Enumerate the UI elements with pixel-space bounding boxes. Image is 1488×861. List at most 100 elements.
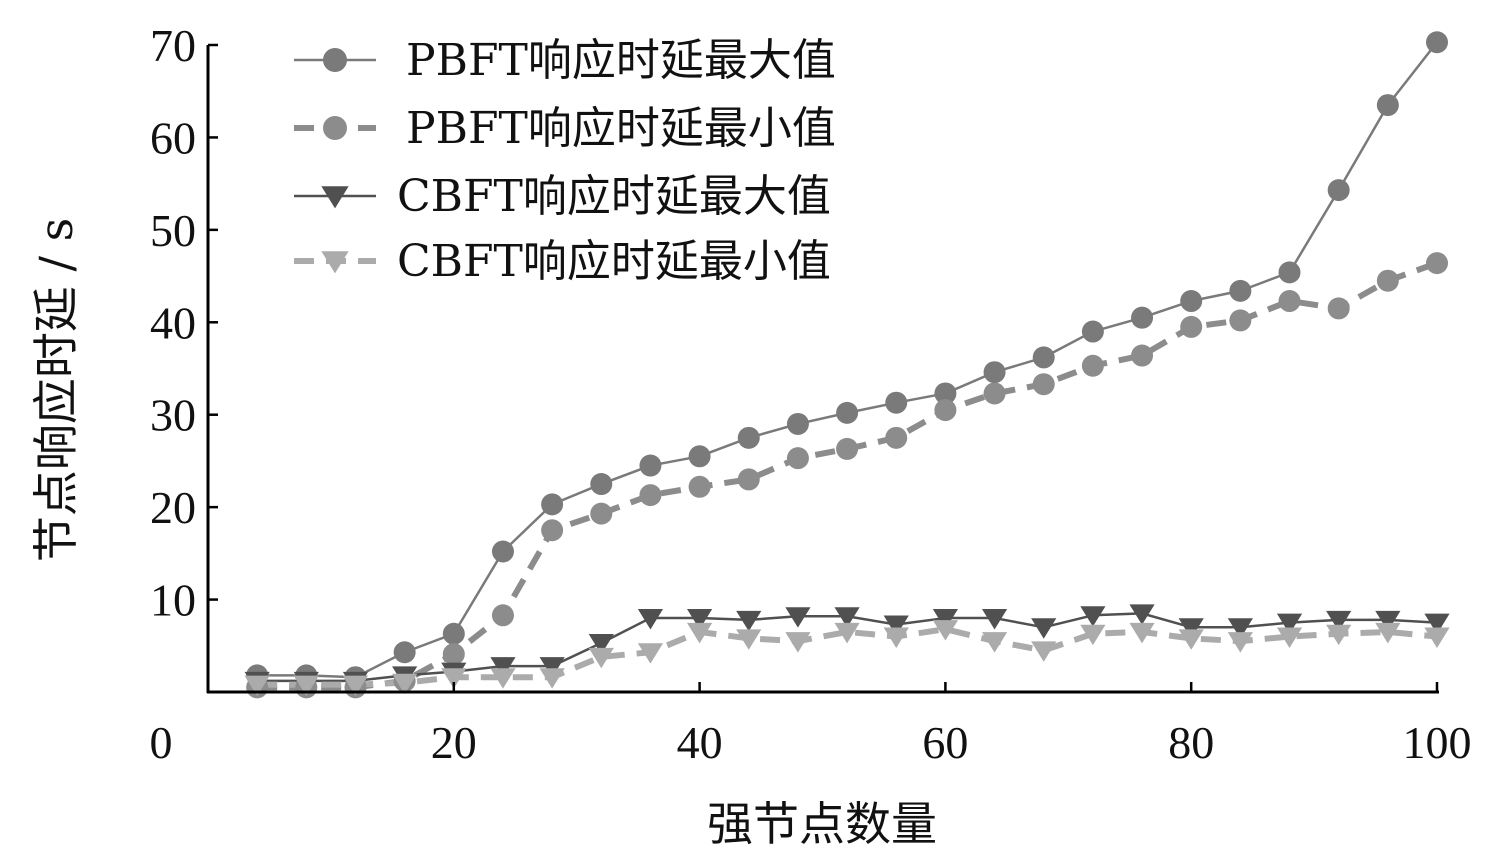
data-point-series-2 bbox=[1131, 344, 1154, 367]
x-tick-label: 80 bbox=[1168, 717, 1214, 768]
data-point-series-3 bbox=[932, 609, 958, 630]
data-point-series-2 bbox=[688, 475, 711, 498]
data-point-series-4 bbox=[981, 632, 1008, 653]
data-point-series-1 bbox=[1327, 179, 1350, 202]
tick-labels: 10 20 30 40 50 60 70 20 40 60 80 100 bbox=[150, 20, 1472, 768]
data-point-series-1 bbox=[1376, 94, 1399, 117]
data-point-series-3 bbox=[490, 657, 516, 678]
data-point-series-2 bbox=[1426, 252, 1448, 275]
axes bbox=[206, 43, 1439, 694]
origin-tick-label: 0 bbox=[150, 717, 173, 768]
data-point-series-3 bbox=[1424, 613, 1450, 635]
data-point-series-4 bbox=[687, 622, 713, 644]
y-tick-label: 30 bbox=[150, 390, 196, 441]
data-point-series-3 bbox=[1276, 613, 1303, 635]
data-point-series-2 bbox=[541, 519, 564, 542]
data-point-series-2 bbox=[983, 382, 1006, 405]
x-axis-title: 强节点数量 bbox=[707, 797, 937, 851]
data-point-series-4 bbox=[1326, 624, 1352, 646]
data-point-series-2 bbox=[1278, 290, 1301, 313]
data-point-series-2 bbox=[934, 399, 957, 422]
legend-swatch-marker bbox=[323, 116, 347, 140]
data-point-series-1 bbox=[1426, 31, 1448, 54]
legend-swatch-marker bbox=[321, 186, 349, 209]
y-axis-title: 节点响应时延 / s bbox=[29, 218, 83, 562]
legend-entry-label: CBFT响应时延最大值 bbox=[397, 171, 831, 222]
data-point-series-4 bbox=[392, 673, 418, 695]
data-point-series-3 bbox=[637, 609, 664, 630]
legend: PBFT响应时延最大值 PBFT响应时延最小值 CBFT响应时延最大值 CBFT响应时… bbox=[294, 35, 836, 287]
y-tick-label: 70 bbox=[150, 20, 196, 71]
data-point-series-3 bbox=[1326, 610, 1352, 632]
data-point-series-4 bbox=[1178, 629, 1204, 650]
y-tick-label: 10 bbox=[150, 575, 196, 626]
data-point-series-1 bbox=[688, 445, 711, 468]
data-point-series-2 bbox=[737, 468, 760, 491]
data-point-series-2 bbox=[786, 447, 809, 470]
data-point-series-3 bbox=[981, 609, 1008, 630]
data-point-series-3 bbox=[588, 634, 614, 655]
data-point-series-2 bbox=[442, 643, 465, 666]
data-point-series-1 bbox=[1131, 306, 1154, 329]
data-point-series-1 bbox=[590, 473, 613, 496]
data-point-series-1 bbox=[1032, 346, 1055, 369]
y-tick-label: 40 bbox=[150, 297, 196, 348]
data-point-series-2 bbox=[1032, 373, 1055, 396]
data-point-series-2 bbox=[1376, 269, 1399, 292]
data-point-series-4 bbox=[932, 620, 958, 641]
data-point-series-1 bbox=[786, 412, 809, 435]
legend-entry-label: PBFT响应时延最小值 bbox=[406, 103, 836, 154]
data-point-series-4 bbox=[736, 629, 762, 650]
data-point-series-4 bbox=[1227, 632, 1253, 653]
data-point-series-2 bbox=[885, 426, 908, 449]
data-point-series-3 bbox=[1031, 618, 1057, 639]
data-point-series-3 bbox=[785, 607, 811, 628]
data-point-series-1 bbox=[1229, 279, 1252, 302]
data-point-series-1 bbox=[541, 493, 564, 516]
data-point-series-4 bbox=[490, 668, 516, 689]
data-point-series-4 bbox=[883, 627, 909, 648]
data-point-series-1 bbox=[737, 426, 760, 449]
data-point-series-4 bbox=[1031, 641, 1057, 662]
data-point-series-3 bbox=[1080, 606, 1106, 627]
data-point-series-1 bbox=[639, 454, 662, 477]
data-point-series-4 bbox=[441, 668, 467, 689]
data-point-series-4 bbox=[588, 647, 614, 669]
data-point-series-2 bbox=[1180, 315, 1203, 338]
x-tick-label: 100 bbox=[1403, 717, 1472, 768]
legend-swatch-marker bbox=[321, 251, 349, 274]
data-point-series-4 bbox=[785, 632, 811, 653]
data-point-series-2 bbox=[1081, 354, 1104, 377]
data-point-series-2 bbox=[491, 604, 514, 627]
data-point-series-4 bbox=[1424, 627, 1450, 648]
y-tick-label: 20 bbox=[150, 482, 196, 533]
data-point-series-4 bbox=[342, 675, 369, 697]
data-point-series-2 bbox=[1229, 309, 1252, 332]
data-point-series-1 bbox=[393, 641, 416, 664]
data-point-series-4 bbox=[539, 668, 565, 689]
data-point-series-2 bbox=[639, 484, 662, 507]
data-point-series-2 bbox=[836, 437, 859, 460]
series-markers bbox=[244, 31, 1450, 699]
y-tick-label: 60 bbox=[150, 112, 196, 163]
data-point-series-3 bbox=[1178, 618, 1204, 639]
data-point-series-4 bbox=[293, 675, 319, 697]
data-point-series-3 bbox=[687, 609, 713, 630]
data-point-series-3 bbox=[883, 615, 909, 636]
data-point-series-3 bbox=[1375, 610, 1401, 632]
data-point-series-4 bbox=[1276, 627, 1303, 648]
data-point-series-4 bbox=[1375, 622, 1401, 644]
data-point-series-1 bbox=[442, 622, 465, 645]
data-point-series-1 bbox=[1278, 261, 1301, 284]
data-point-series-4 bbox=[244, 675, 270, 697]
data-point-series-3 bbox=[736, 610, 762, 632]
x-tick-label: 60 bbox=[922, 717, 968, 768]
data-point-series-1 bbox=[1081, 320, 1104, 343]
data-point-series-3 bbox=[1129, 604, 1155, 625]
data-point-series-2 bbox=[1327, 297, 1350, 320]
data-point-series-1 bbox=[1180, 290, 1203, 313]
data-point-series-3 bbox=[834, 607, 860, 628]
legend-swatch-marker bbox=[323, 48, 347, 72]
data-point-series-3 bbox=[1227, 618, 1253, 639]
data-point-series-2 bbox=[590, 502, 613, 525]
